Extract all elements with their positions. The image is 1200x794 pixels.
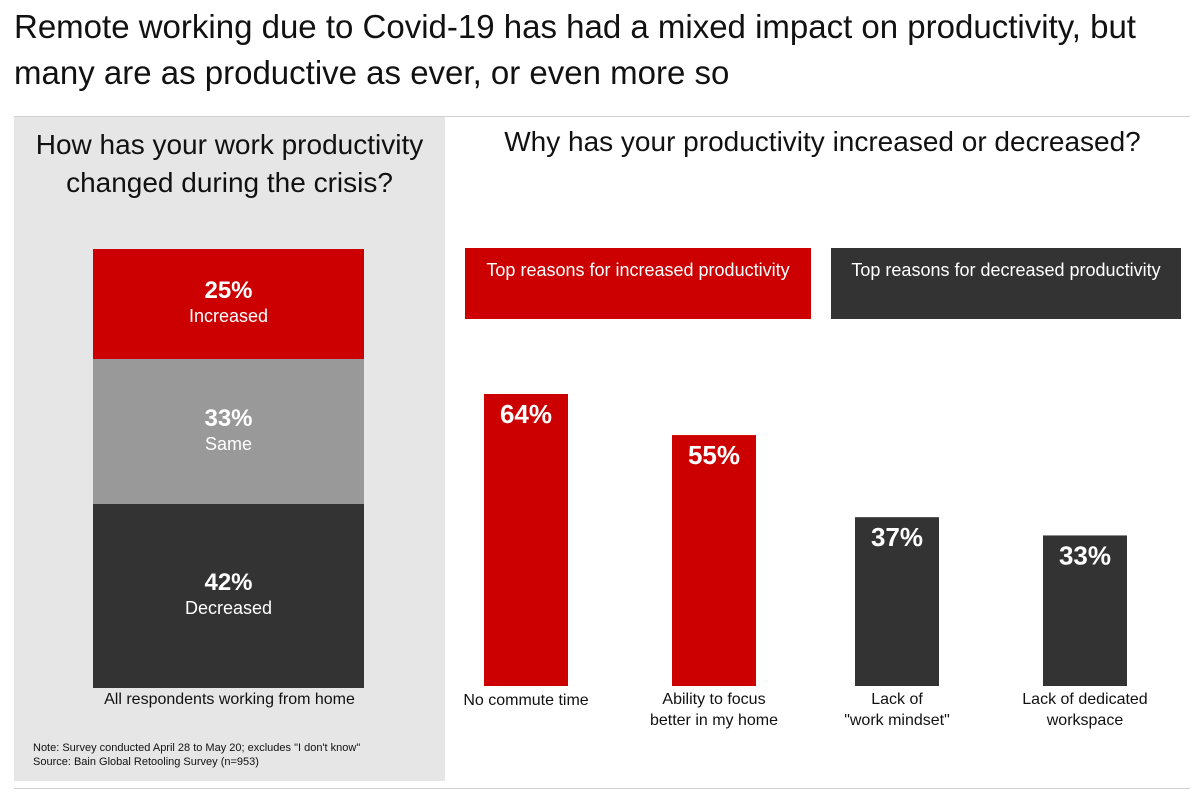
bar-value-label: 37% [871, 522, 923, 552]
stack-segment-value: 25% [204, 277, 253, 304]
category-label: Ability to focus better in my home [624, 689, 804, 731]
stack-segment-label: Increased [188, 306, 269, 326]
category-label-line: better in my home [649, 712, 779, 729]
bar-2 [672, 435, 756, 686]
note-text: Note: Survey conducted April 28 to May 2… [33, 742, 361, 754]
headline: Remote working due to Covid-19 has had a… [14, 8, 1136, 91]
increase-reasons-header: Top reasons for increased productivity [465, 248, 811, 319]
bottom-divider [14, 788, 1190, 789]
bar-1 [484, 394, 568, 686]
stack-segment-value: 33% [204, 404, 253, 432]
bar-value-label: 33% [1059, 540, 1111, 570]
category-label: No commute time [436, 690, 616, 711]
category-label: Lack of dedicated workspace [995, 689, 1175, 731]
category-label-line: workspace [1046, 712, 1124, 729]
stack-segment-increased: 25% Increased [93, 249, 364, 359]
category-label-line: Ability to focus [662, 691, 766, 708]
left-panel: How has your work productivity changed d… [14, 117, 445, 781]
category-label-line: "work mindset" [844, 712, 950, 729]
top-divider [14, 116, 1190, 117]
stack-segment-value: 42% [204, 569, 253, 596]
left-chart-title: How has your work productivity changed d… [35, 129, 424, 198]
category-label: Lack of "work mindset" [807, 689, 987, 731]
stack-segment-decreased: 42% Decreased [93, 504, 364, 688]
bar-value-label: 64% [500, 399, 552, 429]
bar-value-label: 55% [688, 440, 740, 470]
decrease-reasons-header: Top reasons for decreased productivity [831, 248, 1181, 319]
bar-3 [855, 517, 939, 686]
stacked-bar: 25% Increased 33% Same 42% Decreased [93, 249, 364, 688]
footnote: Note: Survey conducted April 28 to May 2… [33, 741, 360, 769]
category-label-line: No commute time [463, 692, 589, 709]
stacked-bar-category-label: All respondents working from home [104, 691, 355, 708]
bar-4 [1043, 535, 1127, 686]
source-text: Source: Bain Global Retooling Survey (n=… [33, 756, 259, 768]
stack-segment-label: Decreased [184, 598, 273, 618]
category-label-line: Lack of dedicated [1022, 691, 1148, 708]
stack-segment-label: Same [204, 433, 253, 454]
stack-segment-same: 33% Same [93, 359, 364, 504]
category-label-line: Lack of [871, 691, 923, 708]
right-chart-title: Why has your productivity increased or d… [504, 126, 1141, 157]
